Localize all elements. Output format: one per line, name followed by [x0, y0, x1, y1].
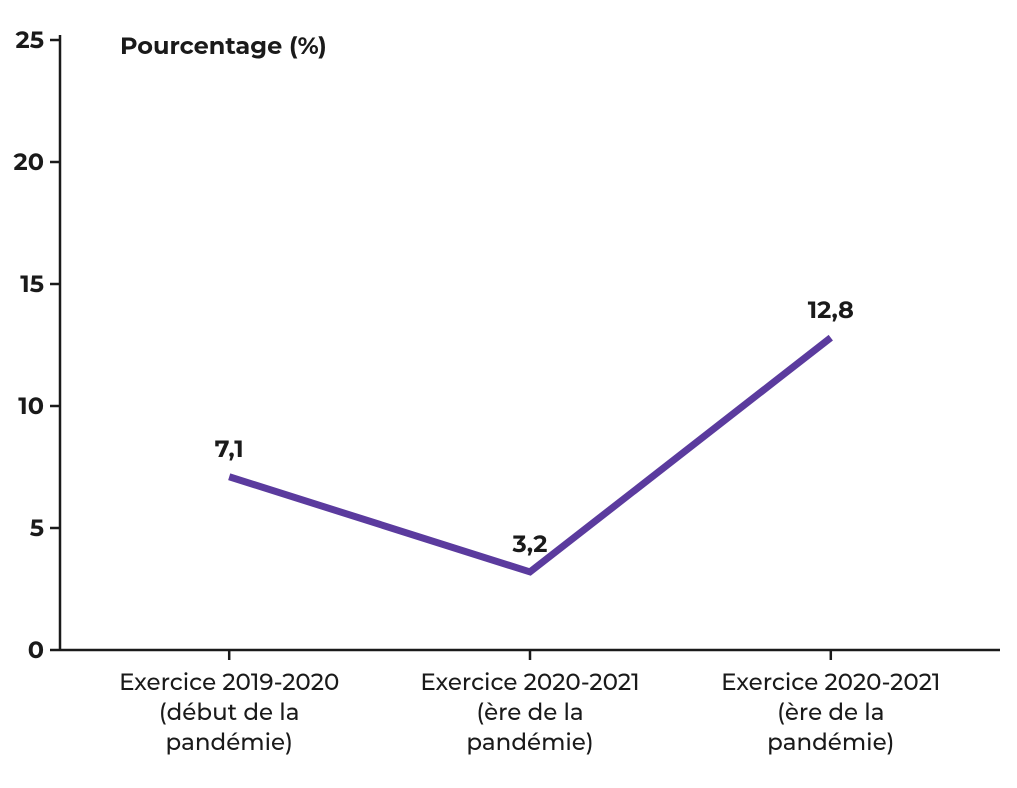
y-tick-label: 10	[18, 392, 44, 421]
y-tick-label: 25	[16, 26, 44, 55]
line-chart: Pourcentage (%) 0 5 10 15 20 25 Exercice 2019-…	[0, 0, 1017, 788]
y-tick-label: 20	[14, 148, 44, 177]
y-axis-label: Pourcentage (%)	[120, 32, 327, 61]
x-tick-label: Exercice 2019-2020(début de lapandémie)	[79, 668, 379, 758]
y-tick-label: 5	[30, 514, 44, 543]
data-label: 3,2	[513, 530, 548, 559]
x-tick-label: Exercice 2020-2021(ère de lapandémie)	[380, 668, 680, 758]
x-tick-label: Exercice 2020-2021(ère de lapandémie)	[681, 668, 981, 758]
y-tick-label: 15	[20, 270, 44, 299]
y-tick-label: 0	[28, 636, 44, 665]
data-label: 7,1	[215, 435, 244, 464]
data-label: 12,8	[808, 296, 854, 325]
